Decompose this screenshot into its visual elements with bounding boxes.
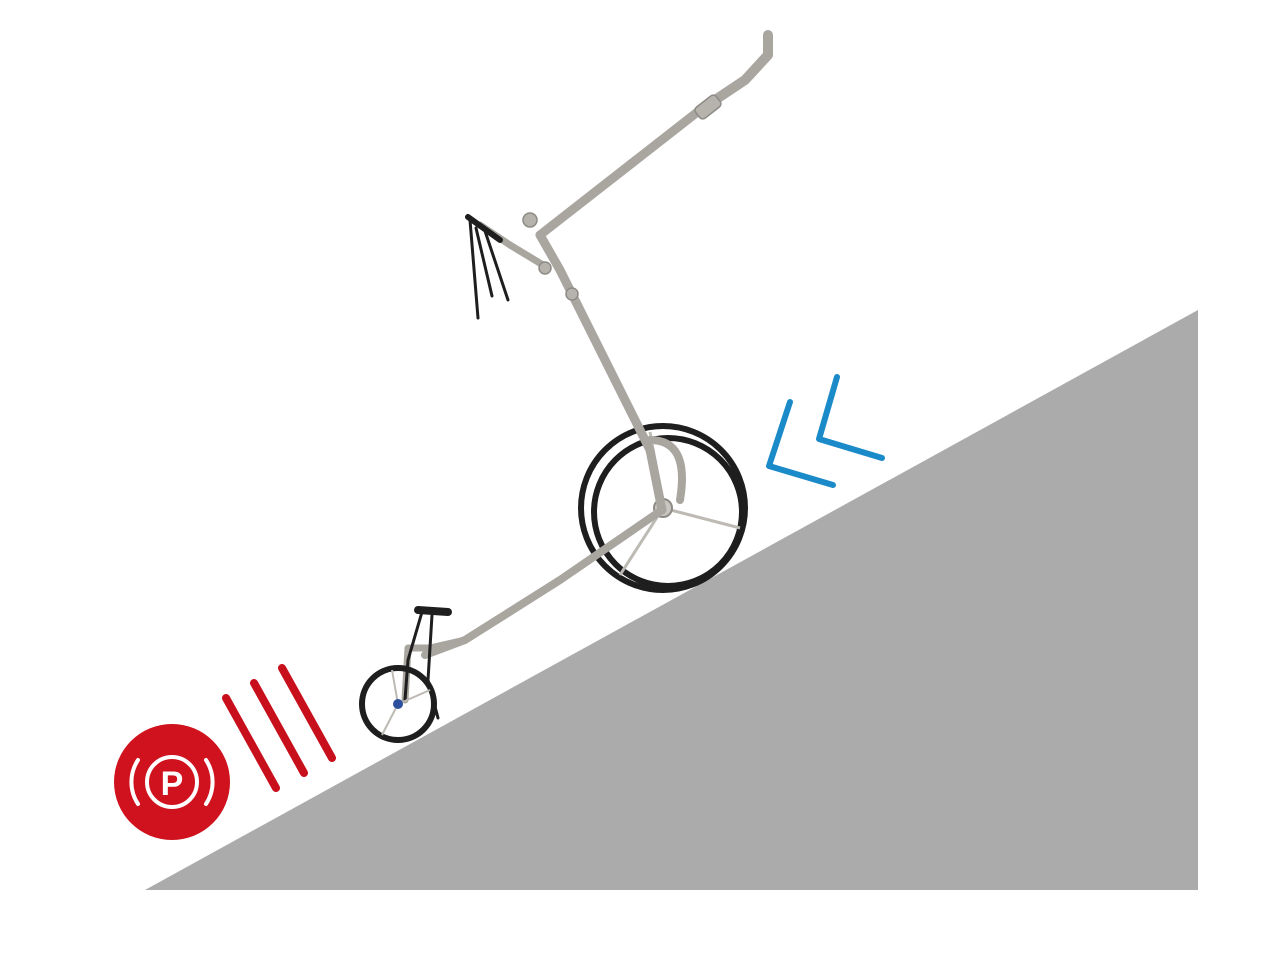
parking-brake-icon: P bbox=[114, 724, 230, 840]
brake-stripes bbox=[222, 664, 336, 792]
lower-bag-strap bbox=[403, 606, 452, 720]
slope bbox=[145, 310, 1198, 890]
parking-brake-letter: P bbox=[161, 765, 184, 803]
front-wheel bbox=[359, 665, 437, 743]
golf-trolley bbox=[359, 30, 773, 743]
double-chevron-icon bbox=[766, 374, 885, 488]
upper-bag-strap bbox=[465, 214, 510, 320]
